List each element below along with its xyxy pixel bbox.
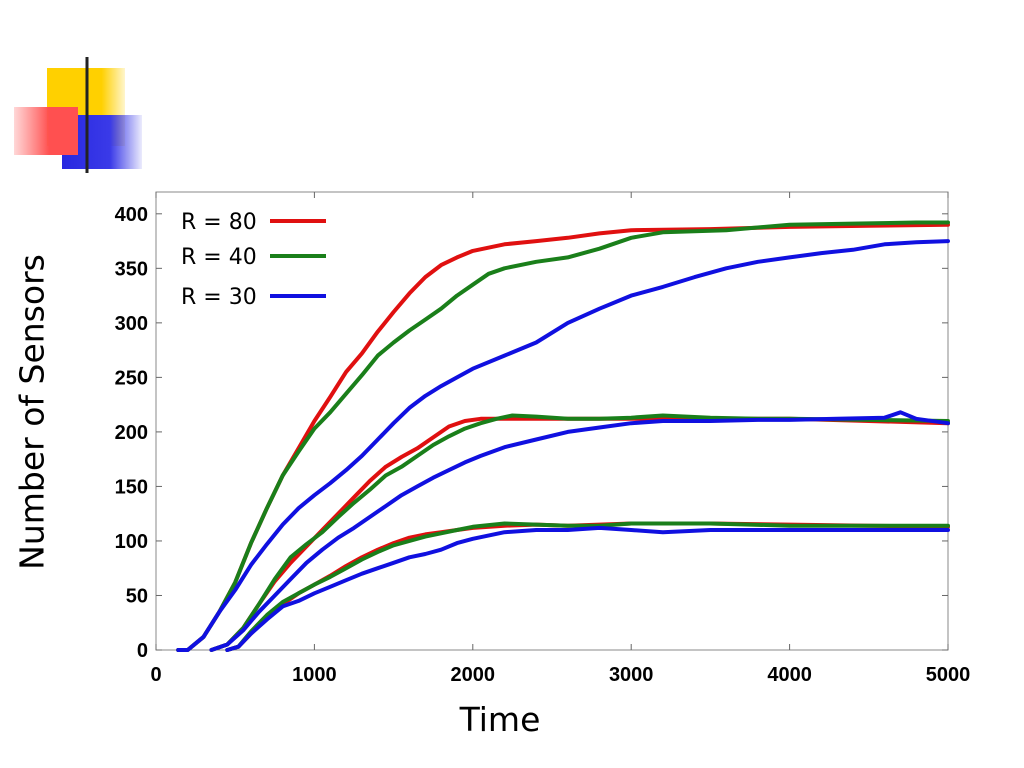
y-tick-label: 150 xyxy=(115,476,148,498)
series-line xyxy=(209,410,950,652)
slide-header-decoration xyxy=(14,57,975,173)
y-tick-label: 100 xyxy=(115,531,148,553)
legend-label: R = 40 xyxy=(181,245,257,270)
y-tick-label: 400 xyxy=(115,204,148,226)
series-line xyxy=(176,222,950,652)
x-tick-label: 4000 xyxy=(767,664,812,686)
x-tick-label: 2000 xyxy=(451,664,496,686)
x-tick-label: 3000 xyxy=(609,664,654,686)
legend-label: R = 30 xyxy=(181,285,257,310)
x-tick-label: 1000 xyxy=(292,664,337,686)
y-tick-label: 0 xyxy=(137,640,148,662)
y-tick-label: 350 xyxy=(115,258,148,280)
series-line xyxy=(225,521,950,652)
y-axis-label: Number of Sensors xyxy=(12,254,52,570)
x-tick-label: 0 xyxy=(150,664,161,686)
x-axis-label: Time xyxy=(459,700,541,739)
series-line xyxy=(209,413,950,652)
legend-label: R = 80 xyxy=(181,210,257,235)
y-tick-label: 50 xyxy=(126,585,148,607)
x-tick-label: 5000 xyxy=(926,664,971,686)
series-line xyxy=(176,239,950,652)
y-tick-label: 300 xyxy=(115,313,148,335)
series-line xyxy=(176,220,950,652)
series-line xyxy=(209,416,950,652)
y-tick-label: 200 xyxy=(115,422,148,444)
series-line xyxy=(225,525,950,652)
y-tick-label: 250 xyxy=(115,367,148,389)
